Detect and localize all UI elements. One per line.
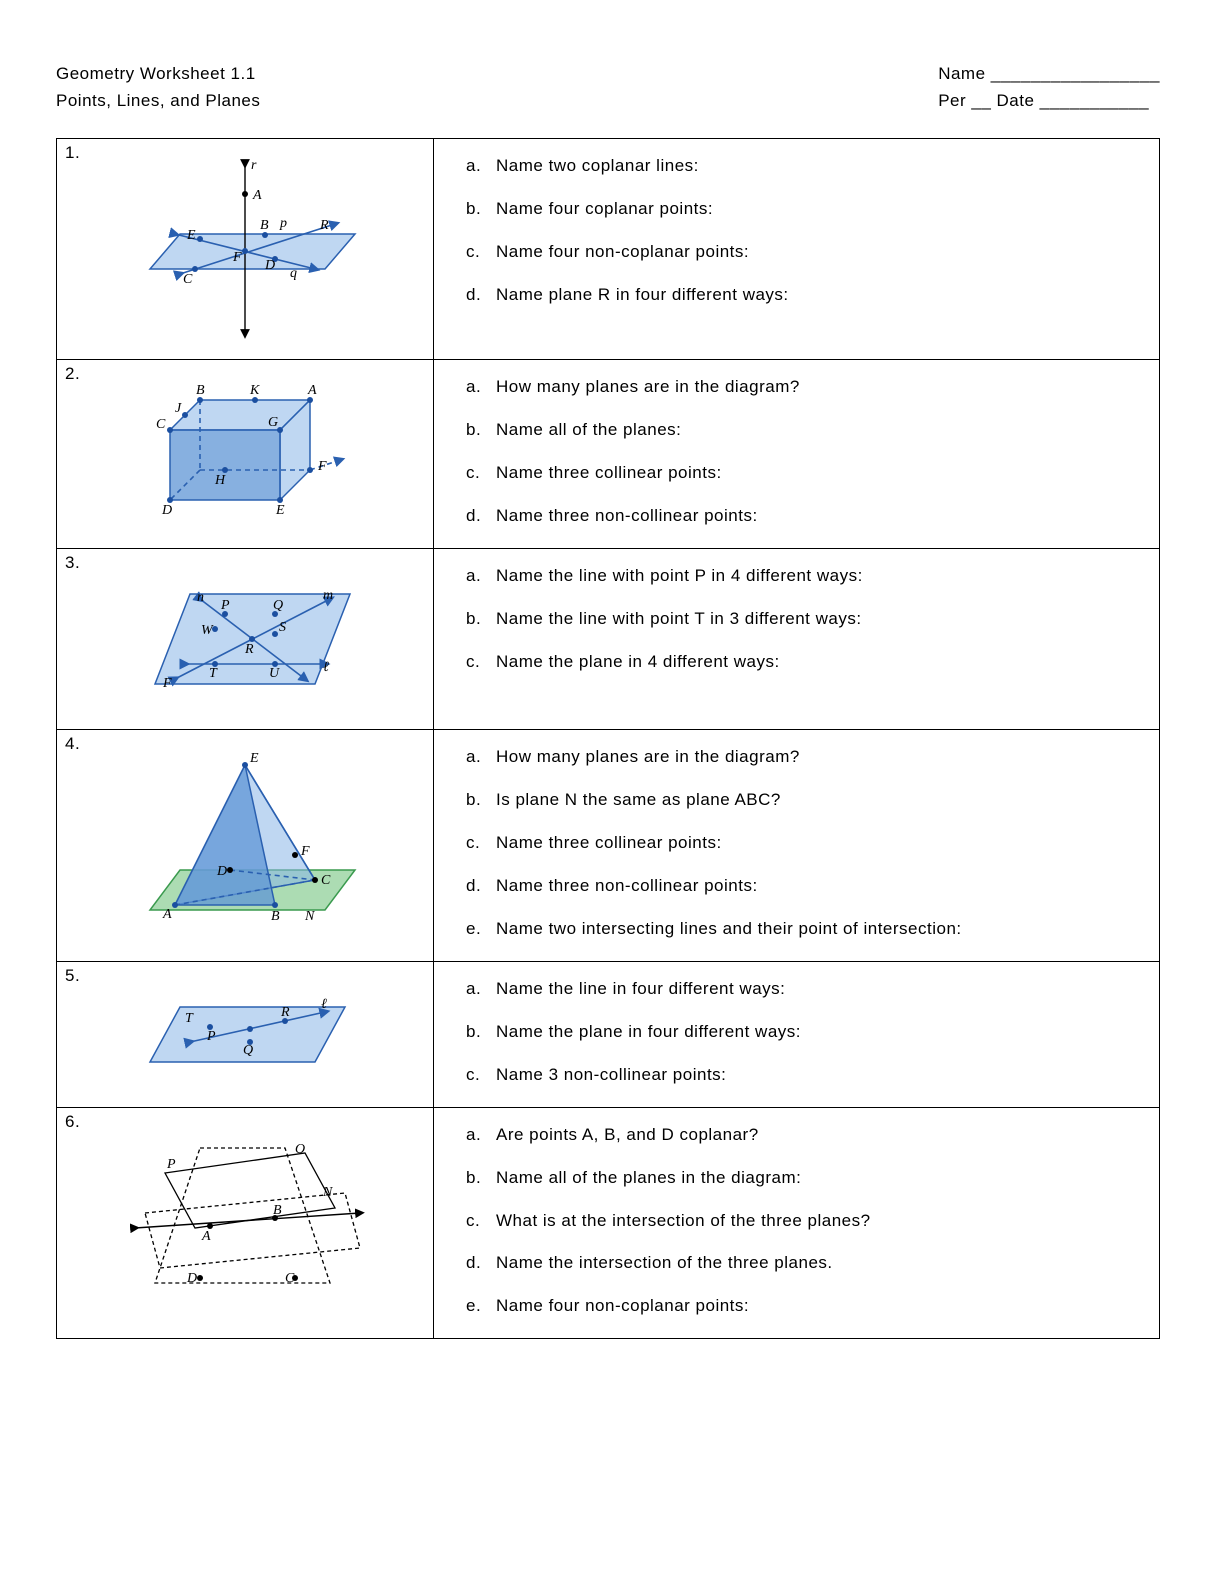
header-left: Geometry Worksheet 1.1 Points, Lines, an… bbox=[56, 60, 260, 114]
problem-number: 3. bbox=[65, 553, 80, 573]
svg-text:S: S bbox=[279, 620, 287, 635]
svg-text:q: q bbox=[290, 266, 298, 281]
problem-number: 5. bbox=[65, 966, 80, 986]
svg-text:C: C bbox=[183, 272, 193, 287]
cell-2-diagram: 2. B K A J C bbox=[57, 360, 434, 549]
diagram-2: B K A J C G F H D E bbox=[120, 370, 370, 520]
title-line-2: Points, Lines, and Planes bbox=[56, 87, 260, 114]
svg-text:W: W bbox=[201, 623, 214, 638]
cell-5-questions: a.Name the line in four different ways: … bbox=[434, 961, 1160, 1107]
svg-text:A: A bbox=[162, 907, 172, 922]
svg-text:ℓ: ℓ bbox=[321, 997, 327, 1012]
svg-text:C: C bbox=[156, 417, 166, 432]
svg-text:F: F bbox=[232, 250, 242, 265]
svg-text:P: P bbox=[166, 1157, 176, 1172]
diagram-1: r A B p R E F D q C bbox=[115, 149, 375, 349]
svg-text:D: D bbox=[264, 258, 276, 273]
svg-text:F: F bbox=[317, 459, 327, 474]
svg-text:E: E bbox=[186, 228, 196, 243]
svg-text:r: r bbox=[251, 158, 257, 173]
svg-text:G: G bbox=[268, 415, 279, 430]
title-line-1: Geometry Worksheet 1.1 bbox=[56, 60, 260, 87]
problem-number: 2. bbox=[65, 364, 80, 384]
svg-text:H: H bbox=[214, 473, 226, 488]
problem-number: 6. bbox=[65, 1112, 80, 1132]
problem-number: 1. bbox=[65, 143, 80, 163]
svg-text:J: J bbox=[175, 401, 182, 416]
cell-2-questions: a.How many planes are in the diagram? b.… bbox=[434, 360, 1160, 549]
svg-text:F: F bbox=[300, 844, 310, 859]
per-date-field: Per __ Date ___________ bbox=[938, 87, 1160, 114]
svg-text:C: C bbox=[285, 1271, 295, 1286]
svg-text:K: K bbox=[249, 383, 260, 398]
problem-number: 4. bbox=[65, 734, 80, 754]
cell-6-diagram: 6. P O N B A D C bbox=[57, 1107, 434, 1339]
svg-text:ℓ: ℓ bbox=[323, 660, 329, 675]
svg-text:N: N bbox=[322, 1185, 333, 1200]
svg-text:T: T bbox=[185, 1011, 194, 1026]
cell-4-questions: a.How many planes are in the diagram? b.… bbox=[434, 730, 1160, 962]
svg-text:Q: Q bbox=[273, 598, 284, 613]
svg-text:n: n bbox=[197, 590, 205, 605]
svg-text:D: D bbox=[186, 1271, 198, 1286]
svg-text:A: A bbox=[201, 1229, 211, 1244]
svg-text:E: E bbox=[275, 503, 285, 518]
svg-text:A: A bbox=[252, 188, 262, 203]
header-right: Name _________________ Per __ Date _____… bbox=[938, 60, 1160, 114]
worksheet-table: 1. r A bbox=[56, 138, 1160, 1339]
svg-text:m: m bbox=[323, 588, 334, 603]
name-field: Name _________________ bbox=[938, 60, 1160, 87]
worksheet-page: Geometry Worksheet 1.1 Points, Lines, an… bbox=[0, 0, 1216, 1379]
cell-5-diagram: 5. T P R Q ℓ bbox=[57, 961, 434, 1107]
cell-6-questions: a.Are points A, B, and D coplanar? b.Nam… bbox=[434, 1107, 1160, 1339]
cell-3-diagram: 3. n P Q m W S R T bbox=[57, 549, 434, 730]
svg-text:p: p bbox=[279, 216, 288, 231]
cell-4-diagram: 4. E F D C bbox=[57, 730, 434, 962]
svg-text:P: P bbox=[220, 598, 230, 613]
svg-text:R: R bbox=[244, 642, 254, 657]
diagram-5: T P R Q ℓ bbox=[115, 972, 375, 1092]
svg-text:N: N bbox=[304, 909, 315, 924]
cell-1-diagram: 1. r A bbox=[57, 139, 434, 360]
svg-text:U: U bbox=[269, 666, 280, 681]
diagram-6: P O N B A D C bbox=[105, 1118, 385, 1308]
svg-text:P: P bbox=[206, 1029, 216, 1044]
svg-text:B: B bbox=[260, 218, 269, 233]
svg-text:R: R bbox=[280, 1005, 290, 1020]
diagram-4: E F D C A B N bbox=[115, 740, 375, 940]
svg-text:O: O bbox=[295, 1142, 306, 1157]
svg-text:T: T bbox=[209, 666, 218, 681]
svg-text:B: B bbox=[196, 383, 205, 398]
cell-3-questions: a.Name the line with point P in 4 differ… bbox=[434, 549, 1160, 730]
svg-text:A: A bbox=[307, 383, 317, 398]
diagram-3: n P Q m W S R T U F ℓ bbox=[115, 559, 375, 719]
svg-text:R: R bbox=[319, 218, 329, 233]
header: Geometry Worksheet 1.1 Points, Lines, an… bbox=[56, 60, 1160, 114]
svg-text:D: D bbox=[161, 503, 173, 518]
svg-text:E: E bbox=[249, 751, 259, 766]
svg-text:F: F bbox=[162, 676, 172, 691]
svg-text:D: D bbox=[216, 864, 228, 879]
svg-text:B: B bbox=[271, 909, 280, 924]
svg-text:Q: Q bbox=[243, 1043, 254, 1058]
svg-text:C: C bbox=[321, 873, 331, 888]
svg-text:B: B bbox=[273, 1203, 282, 1218]
cell-1-questions: a.Name two coplanar lines: b.Name four c… bbox=[434, 139, 1160, 360]
